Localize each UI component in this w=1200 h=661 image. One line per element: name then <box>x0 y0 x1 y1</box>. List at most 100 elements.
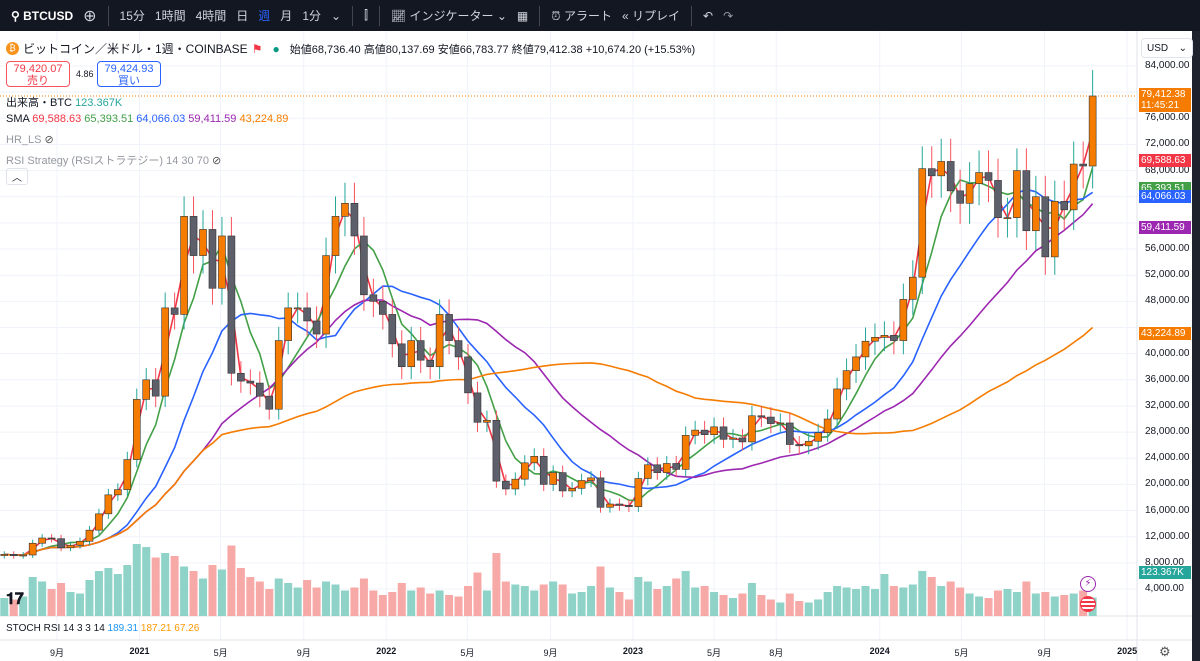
candle-body <box>369 294 378 302</box>
candle-style-icon[interactable]: ⫿ <box>364 8 368 22</box>
sma-value-2: 65,393.51 <box>84 113 134 125</box>
volume-legend[interactable]: 出来高・BTC 123.367K <box>6 94 122 110</box>
candle-body <box>170 307 179 315</box>
settings-gear-icon[interactable]: ⚙ <box>1159 644 1171 659</box>
bitcoin-icon: ₿ <box>6 42 19 55</box>
sell-button[interactable]: 79,420.07 売り <box>6 61 70 87</box>
volume-bar <box>66 592 75 616</box>
candle-body <box>312 320 321 335</box>
volume-tag: 123.367K <box>1139 566 1191 579</box>
volume-bar <box>113 574 122 616</box>
price-tick: 12,000.00 <box>1145 530 1190 542</box>
interval-1w[interactable]: 週 <box>258 9 271 23</box>
candle-body <box>1069 163 1078 211</box>
redo-icon[interactable]: ↷ <box>723 8 734 23</box>
candle-body <box>218 235 226 289</box>
time-tick: 2023 <box>622 646 643 656</box>
volume-bar <box>691 587 700 616</box>
candle-body <box>520 462 529 480</box>
volume-bar <box>482 590 491 616</box>
volume-bar <box>151 557 160 616</box>
rsi-strategy-legend[interactable]: RSI Strategy (RSIストラテジー) 14 30 70 ⊘ <box>6 152 221 168</box>
lightning-icon[interactable]: ⚡︎ <box>1080 576 1096 592</box>
volume-bar <box>180 566 189 616</box>
sma-label: SMA <box>6 113 30 125</box>
candle-body <box>208 229 217 289</box>
price-tick: 72,000.00 <box>1145 138 1190 150</box>
volume-label: 出来高・BTC <box>6 97 72 109</box>
candle-body <box>833 388 841 420</box>
volume-bar <box>255 581 264 616</box>
flag-icon[interactable]: ⚑ <box>251 41 263 56</box>
candle-body <box>738 437 747 443</box>
interval-15m[interactable]: 15分 <box>119 9 145 23</box>
interval-1M[interactable]: 月 <box>280 9 293 23</box>
time-tick: 9月 <box>543 648 558 658</box>
candle-body <box>255 382 264 397</box>
volume-bar <box>293 587 302 616</box>
candle-body <box>814 432 822 442</box>
volume-bar <box>378 595 387 616</box>
indicators-button[interactable]: 📈︎ インジケーター ⌄ <box>390 9 507 23</box>
volume-bar <box>473 572 482 616</box>
price-tick: 8,000.00 <box>1145 556 1184 568</box>
collapse-legend-button[interactable]: ︿ <box>6 168 28 185</box>
candle-body <box>28 542 37 556</box>
stoch-rsi-legend[interactable]: STOCH RSI 14 3 3 14 189.31 187.21 67.26 <box>6 623 199 634</box>
buy-button[interactable]: 79,424.93 買い <box>97 61 161 87</box>
candle-body <box>189 216 198 256</box>
stoch-label: STOCH RSI 14 3 3 14 <box>6 623 105 634</box>
candle-body <box>927 168 936 177</box>
hr-ls-legend[interactable]: HR_LS ⊘ <box>6 133 54 146</box>
candle-body <box>691 429 699 436</box>
candle-body <box>502 480 510 490</box>
layouts-icon[interactable]: ▦ <box>516 8 529 23</box>
interval-1d[interactable]: 日 <box>236 9 249 23</box>
interval-1h[interactable]: 1時間 <box>154 9 186 23</box>
us-flag-icon[interactable] <box>1080 596 1096 612</box>
divider <box>539 5 541 26</box>
volume-bar <box>861 586 870 616</box>
time-tick: 5月 <box>954 648 969 658</box>
time-tick: 8月 <box>769 648 784 658</box>
volume-bar <box>880 574 889 616</box>
volume-bar <box>918 571 927 616</box>
volume-bar <box>331 584 340 616</box>
volume-bar <box>397 583 406 616</box>
open-value: 68,736.40 <box>311 43 361 56</box>
volume-bar <box>246 577 255 616</box>
undo-icon[interactable]: ↶ <box>703 8 714 23</box>
indicators-label: インジケーター <box>409 9 494 23</box>
hidden-eye-icon[interactable]: ⊘ <box>44 134 54 146</box>
volume-bar <box>407 590 416 616</box>
volume-bar <box>416 587 425 616</box>
add-symbol-button[interactable]: ⊕ <box>83 7 97 25</box>
alert-button[interactable]: ⏰︎ アラート <box>546 7 617 24</box>
replay-label: リプレイ <box>632 9 681 23</box>
symbol-search[interactable]: ⚲ BTCUSD <box>11 8 74 23</box>
candle-body <box>1013 170 1021 218</box>
volume-bar <box>1003 589 1012 616</box>
interval-1m[interactable]: 1分 <box>302 9 321 23</box>
replay-button[interactable]: « リプレイ <box>617 7 685 24</box>
volume-bar <box>558 584 567 616</box>
volume-bar <box>634 577 643 616</box>
volume-bar <box>937 586 946 616</box>
candle-body <box>842 370 851 390</box>
interval-4h[interactable]: 4時間 <box>195 9 227 23</box>
chevron-down-icon[interactable]: ⌄ <box>331 8 342 23</box>
candle-body <box>653 464 662 473</box>
sma-legend[interactable]: SMA 69,588.63 65,393.51 64,066.03 59,411… <box>6 113 288 125</box>
open-label: 始値 <box>289 43 312 56</box>
hidden-eye-icon[interactable]: ⊘ <box>212 155 222 167</box>
buy-label: 買い <box>118 75 140 87</box>
candle-body <box>984 172 993 181</box>
volume-bar <box>833 586 842 616</box>
volume-bar <box>501 581 510 616</box>
currency-select[interactable]: USD ⌄ <box>1141 38 1193 58</box>
candle-body <box>956 190 964 204</box>
candle-body <box>199 229 207 256</box>
candle-body <box>1003 217 1012 219</box>
volume-bar <box>785 593 794 616</box>
